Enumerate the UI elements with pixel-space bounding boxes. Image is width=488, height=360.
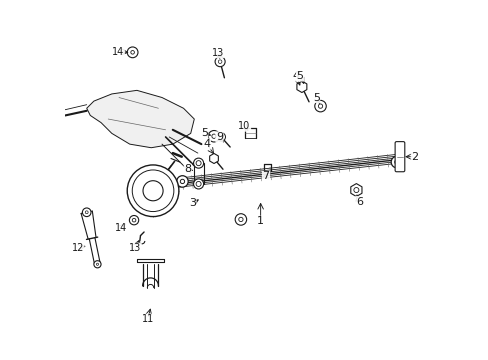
Circle shape — [218, 60, 222, 63]
Circle shape — [176, 176, 188, 187]
Circle shape — [193, 158, 203, 168]
Text: 5: 5 — [296, 71, 303, 81]
Circle shape — [394, 160, 398, 164]
Circle shape — [85, 211, 88, 214]
Text: 7: 7 — [262, 171, 269, 181]
Polygon shape — [350, 184, 361, 197]
Text: 13: 13 — [211, 48, 224, 58]
Circle shape — [196, 161, 201, 166]
Text: 8: 8 — [184, 164, 191, 174]
Circle shape — [131, 50, 134, 54]
Text: 2: 2 — [410, 152, 418, 162]
Circle shape — [142, 181, 163, 201]
Circle shape — [217, 133, 225, 141]
Circle shape — [193, 179, 203, 189]
Circle shape — [215, 57, 224, 67]
Circle shape — [238, 217, 243, 222]
Circle shape — [353, 188, 358, 193]
Polygon shape — [209, 153, 218, 163]
Circle shape — [208, 131, 219, 142]
Text: 5: 5 — [201, 129, 207, 138]
Text: 3: 3 — [189, 198, 196, 208]
FancyBboxPatch shape — [394, 141, 404, 172]
Circle shape — [211, 134, 216, 138]
Text: 14: 14 — [114, 224, 127, 233]
Polygon shape — [86, 90, 194, 148]
Circle shape — [180, 179, 184, 184]
Circle shape — [127, 165, 179, 217]
Circle shape — [318, 104, 322, 108]
Text: 9: 9 — [215, 132, 223, 142]
Circle shape — [314, 100, 325, 112]
Circle shape — [96, 263, 99, 265]
Circle shape — [235, 214, 246, 225]
Circle shape — [127, 47, 138, 58]
Polygon shape — [296, 81, 306, 93]
Circle shape — [196, 181, 201, 186]
Circle shape — [390, 156, 402, 168]
Circle shape — [94, 261, 101, 268]
Circle shape — [132, 170, 174, 212]
Text: 4: 4 — [292, 71, 300, 81]
Circle shape — [132, 219, 136, 222]
Text: 13: 13 — [129, 243, 141, 253]
Text: 14: 14 — [112, 46, 124, 57]
Text: 12: 12 — [71, 243, 84, 253]
Text: 10: 10 — [238, 121, 250, 131]
Text: 5: 5 — [312, 93, 319, 103]
Text: 4: 4 — [203, 139, 210, 149]
Text: 11: 11 — [141, 314, 154, 324]
Circle shape — [129, 216, 139, 225]
Text: 1: 1 — [257, 216, 264, 226]
Circle shape — [82, 208, 91, 217]
Text: 6: 6 — [355, 197, 362, 207]
